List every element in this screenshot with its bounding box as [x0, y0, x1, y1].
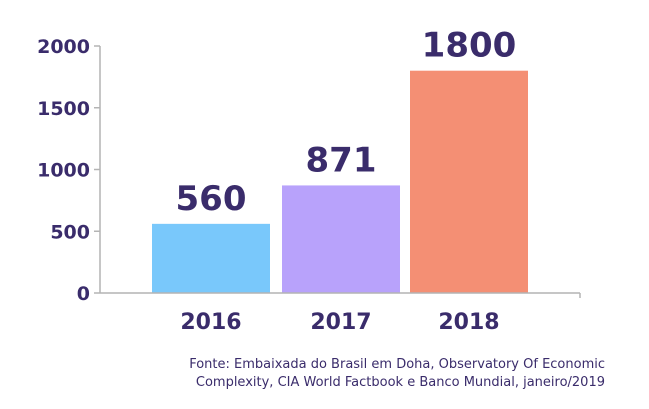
source-note: Fonte: Embaixada do Brasil em Doha, Obse… [135, 356, 605, 392]
y-tick-label: 2000 [37, 36, 90, 58]
x-axis: 2016 2017 2018 [100, 292, 581, 335]
y-tick-label: 1000 [37, 160, 90, 182]
source-line-2: Complexity, CIA World Factbook e Banco M… [195, 375, 605, 390]
y-tick-label: 500 [50, 221, 90, 243]
bar-2016 [152, 223, 270, 293]
x-tick-label-2018: 2018 [438, 310, 499, 335]
bars: 560 871 1800 [152, 26, 528, 293]
x-tick-label-2016: 2016 [180, 310, 241, 335]
data-label-2016: 560 [176, 179, 247, 219]
x-tick-label-2017: 2017 [310, 310, 371, 335]
y-tick-label: 1500 [37, 98, 90, 120]
source-line-1: Fonte: Embaixada do Brasil em Doha, Obse… [189, 357, 605, 372]
y-axis: 0 500 1000 1500 2000 [37, 36, 101, 305]
bar-2018 [410, 70, 528, 293]
bar-2017 [282, 185, 400, 293]
data-label-2018: 1800 [422, 26, 517, 66]
y-tick-label: 0 [77, 283, 90, 305]
data-label-2017: 871 [306, 140, 377, 180]
